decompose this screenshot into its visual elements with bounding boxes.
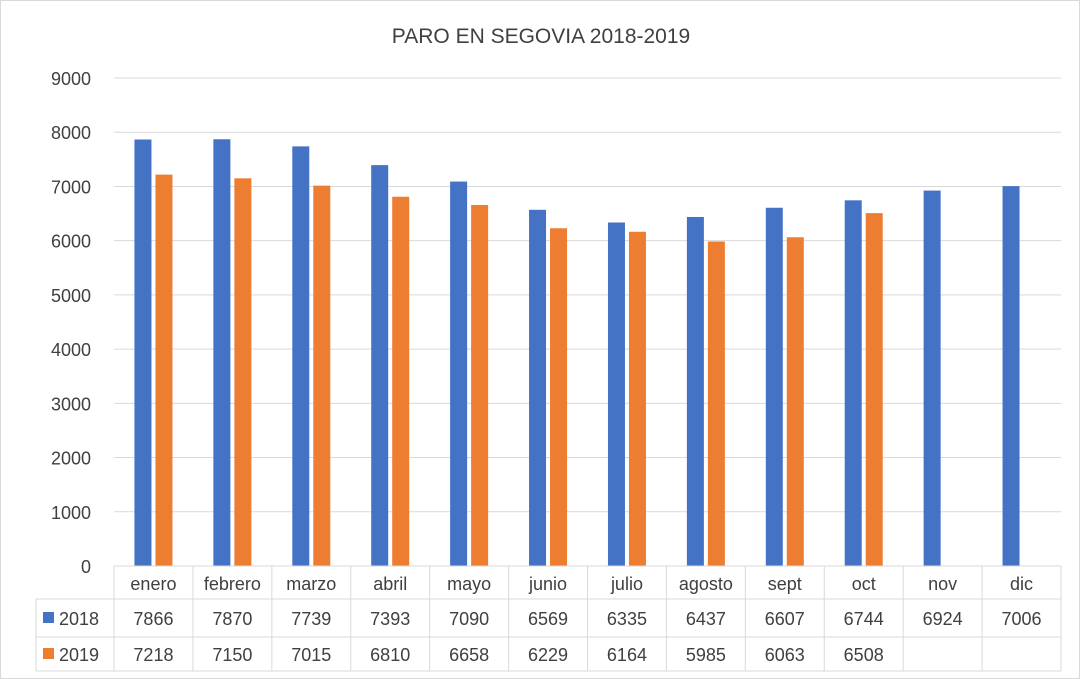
bar-2018-marzo — [292, 146, 310, 567]
bar-2019-enero — [155, 174, 173, 566]
data-table-value: 7870 — [212, 609, 252, 629]
bar-2019-marzo — [313, 185, 331, 566]
bar-2019-junio — [550, 228, 568, 567]
data-table-value: 6744 — [844, 609, 884, 629]
data-table-value: 6229 — [528, 645, 568, 665]
chart-title: PARO EN SEGOVIA 2018-2019 — [392, 25, 690, 48]
data-table-value: 6607 — [765, 609, 805, 629]
bar-2018-agosto — [686, 216, 704, 566]
legend-key-2019 — [43, 648, 54, 659]
category-label: nov — [928, 574, 957, 594]
category-label: marzo — [286, 574, 336, 594]
bar-2019-mayo — [471, 204, 489, 566]
category-label: junio — [528, 574, 567, 594]
y-tick-label: 0 — [81, 557, 91, 577]
bar-2018-enero — [134, 139, 152, 566]
bar-2018-dic — [1002, 186, 1020, 566]
y-tick-label: 1000 — [51, 503, 91, 523]
y-tick-label: 4000 — [51, 340, 91, 360]
y-tick-label: 2000 — [51, 449, 91, 469]
category-label: agosto — [679, 574, 733, 594]
bar-2018-oct — [844, 200, 862, 567]
data-table-value: 7739 — [291, 609, 331, 629]
data-table-value: 6063 — [765, 645, 805, 665]
category-label: julio — [610, 574, 643, 594]
data-table-value: 7393 — [370, 609, 410, 629]
data-table-value: 6924 — [923, 609, 963, 629]
legend-label: 2019 — [59, 645, 99, 665]
y-tick-label: 8000 — [51, 123, 91, 143]
legend-key-2018 — [43, 612, 54, 623]
y-tick-label: 3000 — [51, 394, 91, 414]
bar-2019-oct — [865, 213, 883, 567]
bar-2018-sept — [765, 207, 783, 566]
data-table-value: 7006 — [1002, 609, 1042, 629]
data-table-value: 6810 — [370, 645, 410, 665]
y-tick-label: 6000 — [51, 232, 91, 252]
category-label: abril — [373, 574, 407, 594]
bar-2019-abril — [392, 196, 410, 566]
data-table-value: 7866 — [133, 609, 173, 629]
category-label: sept — [768, 574, 802, 594]
bar-2018-nov — [923, 190, 941, 566]
data-table-value: 7218 — [133, 645, 173, 665]
legend-label: 2018 — [59, 609, 99, 629]
data-table-value: 6569 — [528, 609, 568, 629]
bar-2018-junio — [529, 209, 547, 567]
data-table-value: 6658 — [449, 645, 489, 665]
category-label: febrero — [204, 574, 261, 594]
y-tick-label: 7000 — [51, 177, 91, 197]
data-table-value: 5985 — [686, 645, 726, 665]
category-label: enero — [130, 574, 176, 594]
category-label: oct — [852, 574, 876, 594]
bar-2019-sept — [786, 237, 804, 566]
category-label: mayo — [447, 574, 491, 594]
data-table-value: 7090 — [449, 609, 489, 629]
data-table-value: 6508 — [844, 645, 884, 665]
bar-2018-febrero — [213, 139, 231, 566]
bar-2018-julio — [607, 222, 625, 566]
bar-2019-febrero — [234, 178, 252, 567]
bar-2018-mayo — [450, 181, 468, 566]
data-table-value: 6437 — [686, 609, 726, 629]
category-label: dic — [1010, 574, 1033, 594]
data-table-value: 6164 — [607, 645, 647, 665]
data-table-value: 6335 — [607, 609, 647, 629]
data-table-value: 7015 — [291, 645, 331, 665]
y-tick-label: 5000 — [51, 286, 91, 306]
bar-2019-agosto — [707, 241, 725, 567]
data-table-value: 7150 — [212, 645, 252, 665]
bar-2019-julio — [628, 231, 646, 566]
y-tick-label: 9000 — [51, 69, 91, 89]
bar-2018-abril — [371, 165, 389, 566]
